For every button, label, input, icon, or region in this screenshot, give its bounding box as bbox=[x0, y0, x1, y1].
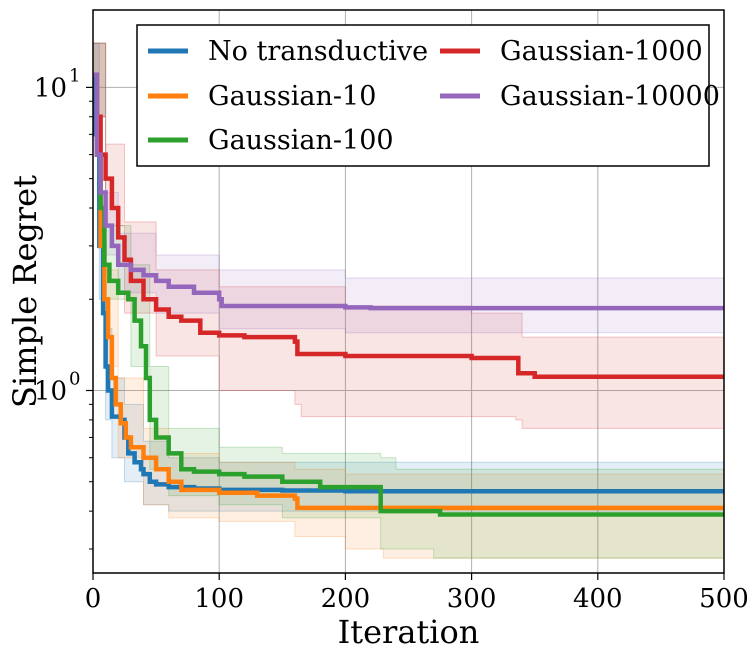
x-tick-label: 0 bbox=[85, 584, 102, 614]
confidence-band bbox=[93, 42, 724, 429]
legend-box bbox=[136, 24, 710, 167]
legend-label: Gaussian-100 bbox=[208, 125, 394, 156]
y-tick-label: 10 bbox=[34, 377, 67, 407]
series-line bbox=[93, 72, 724, 380]
series-lines bbox=[93, 72, 724, 517]
y-tick-label: 10 bbox=[34, 73, 67, 103]
x-tick-label: 400 bbox=[573, 584, 623, 614]
y-tick-exponent: 1 bbox=[69, 65, 80, 86]
series-line bbox=[93, 72, 724, 511]
x-tick-label: 300 bbox=[447, 584, 497, 614]
x-tick-label: 100 bbox=[194, 584, 244, 614]
y-axis-title: Simple Regret bbox=[6, 175, 44, 408]
legend-label: Gaussian-1000 bbox=[500, 36, 703, 67]
x-axis-title: Iteration bbox=[338, 613, 480, 651]
plot-frame bbox=[92, 9, 725, 574]
y-tick-exponent: 0 bbox=[69, 369, 80, 390]
x-tick-label: 500 bbox=[699, 584, 749, 614]
series-line bbox=[93, 72, 724, 517]
legend: No transductive Gaussian-10 Gaussian-100 Ga… bbox=[136, 24, 720, 167]
x-tick-label: 200 bbox=[321, 584, 371, 614]
legend-label: Gaussian-10 bbox=[208, 81, 376, 112]
series-line bbox=[93, 72, 724, 311]
legend-label: Gaussian-10000 bbox=[500, 81, 720, 112]
legend-label: No transductive bbox=[208, 36, 428, 67]
